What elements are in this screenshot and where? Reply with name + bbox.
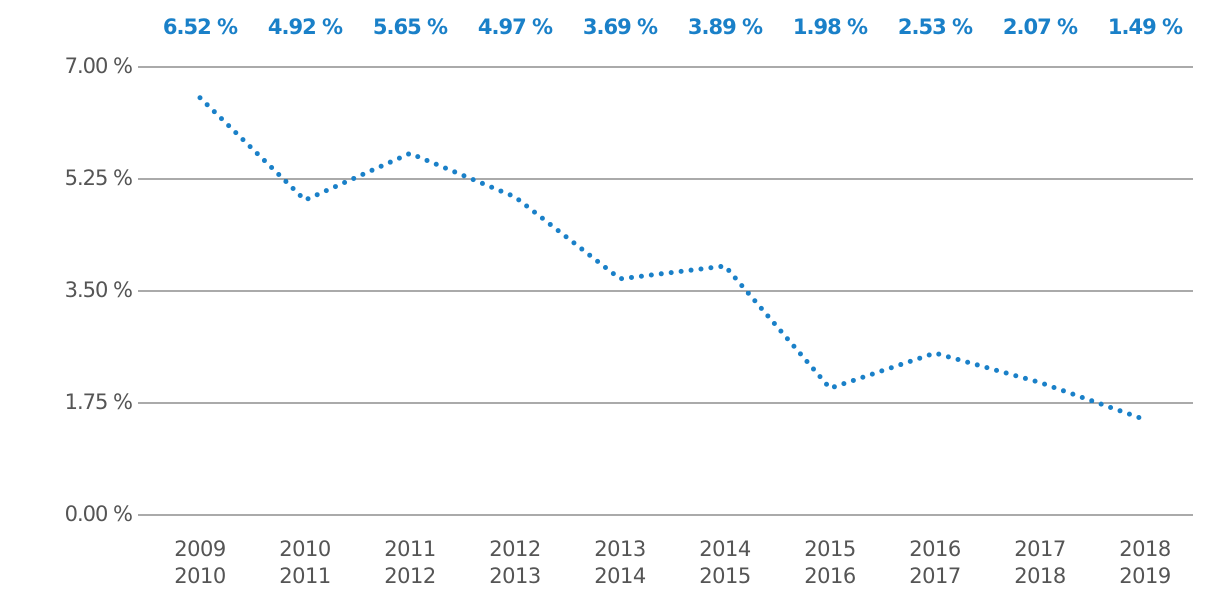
x-tick-line: 2016 (804, 564, 856, 588)
x-tick-label: 2015 2016 (804, 537, 856, 588)
value-label: 1.49 % (1108, 15, 1183, 39)
y-tick-label: 0.00 % (65, 502, 132, 526)
value-label: 2.53 % (898, 15, 973, 39)
x-tick-line: 2018 (1014, 564, 1065, 588)
x-tick-label: 2014 2015 (699, 537, 751, 588)
x-tick-label: 2011 2012 (384, 537, 435, 588)
x-tick-line: 2017 (1014, 537, 1065, 561)
value-label: 1.98 % (793, 15, 868, 39)
x-tick-label: 2010 2011 (279, 537, 330, 588)
x-tick-line: 2013 (594, 537, 645, 561)
value-label: 3.89 % (688, 15, 763, 39)
value-label: 4.97 % (478, 15, 553, 39)
x-tick-label: 2012 2013 (489, 537, 540, 588)
y-tick-label: 7.00 % (65, 54, 132, 78)
value-label: 2.07 % (1003, 15, 1078, 39)
x-tick-line: 2014 (699, 537, 751, 561)
x-tick-line: 2011 (384, 537, 435, 561)
x-tick-line: 2010 (279, 537, 330, 561)
value-label: 5.65 % (373, 15, 448, 39)
x-tick-line: 2012 (489, 537, 540, 561)
x-tick-line: 2017 (909, 564, 960, 588)
x-tick-label: 2009 2010 (174, 537, 225, 588)
value-label: 6.52 % (163, 15, 238, 39)
x-tick-line: 2012 (384, 564, 435, 588)
x-tick-line: 2015 (699, 564, 750, 588)
x-tick-label: 2013 2014 (594, 537, 646, 588)
x-tick-line: 2009 (174, 537, 225, 561)
x-tick-line: 2010 (174, 564, 225, 588)
x-tick-line: 2015 (804, 537, 855, 561)
value-label: 4.92 % (268, 15, 343, 39)
x-tick-line: 2013 (489, 564, 540, 588)
x-tick-label: 2016 2017 (909, 537, 961, 588)
x-tick-label: 2017 2018 (1014, 537, 1065, 588)
x-tick-label: 2018 2019 (1119, 537, 1170, 588)
y-tick-label: 1.75 % (65, 390, 132, 414)
x-tick-line: 2014 (594, 564, 646, 588)
x-tick-line: 2011 (279, 564, 330, 588)
x-tick-line: 2016 (909, 537, 961, 561)
data-line (197, 95, 1148, 423)
x-tick-line: 2019 (1119, 564, 1170, 588)
value-label: 3.69 % (583, 15, 658, 39)
y-tick-label: 3.50 % (65, 278, 132, 302)
x-tick-line: 2018 (1119, 537, 1170, 561)
y-tick-label: 5.25 % (65, 166, 132, 190)
